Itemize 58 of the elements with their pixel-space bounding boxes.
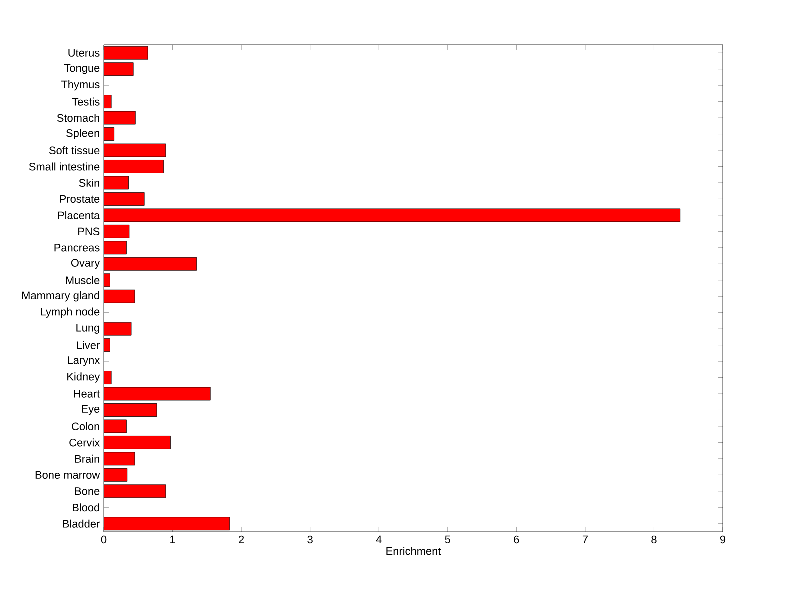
bar — [104, 290, 136, 304]
y-tick-label: Eye — [82, 405, 100, 416]
bar — [104, 241, 127, 255]
y-tick-label: Prostate — [60, 195, 100, 204]
y-tick-label: Muscle — [66, 276, 100, 284]
y-tick-label: Pancreas — [54, 244, 100, 252]
x-tick-label: 9 — [720, 536, 726, 544]
x-tick-label: 1 — [170, 536, 176, 544]
bar — [104, 111, 136, 125]
bar — [104, 208, 681, 222]
x-tick-label: 6 — [514, 536, 520, 544]
y-tick-label: Brain — [75, 454, 100, 463]
y-tick-label: Spleen — [66, 129, 100, 140]
y-tick-label: Stomach — [57, 114, 100, 122]
bar — [104, 224, 130, 238]
x-tick-label: 7 — [582, 536, 588, 544]
bar — [104, 436, 171, 450]
y-tick-label: Bone marrow — [36, 471, 100, 479]
bar — [104, 517, 230, 531]
y-tick-label: Skin — [79, 178, 100, 187]
y-tick-label: Bladder — [63, 520, 100, 528]
bar — [104, 160, 164, 174]
x-tick-label: 5 — [445, 536, 450, 544]
bar — [104, 46, 148, 60]
bar — [104, 144, 166, 158]
y-tick-label: Liver — [77, 341, 100, 350]
y-tick-label: Soft tissue — [49, 146, 100, 155]
bar — [104, 257, 198, 271]
bar — [104, 192, 145, 206]
y-tick-label: Lung — [76, 324, 100, 334]
y-tick-label: Placenta — [58, 211, 100, 220]
y-tick-label: Lymph node — [41, 308, 100, 318]
x-tick-label: 0 — [101, 536, 107, 544]
y-tick-label: Cervix — [70, 438, 100, 447]
y-tick-label: Mammary gland — [22, 292, 100, 302]
x-tick-label: 8 — [652, 536, 657, 544]
x-tick-label: 4 — [376, 536, 382, 544]
y-tick-label: Blood — [73, 504, 100, 512]
y-tick-label: Uterus — [68, 49, 100, 57]
y-tick-label: Thymus — [61, 80, 100, 91]
y-tick-label: Small intestine — [29, 162, 100, 171]
y-tick-label: Tongue — [64, 64, 100, 74]
y-tick-label: Kidney — [68, 372, 100, 383]
bar — [104, 387, 211, 401]
y-tick-label: Heart — [74, 390, 100, 398]
x-tick-label: 3 — [308, 536, 313, 544]
bar — [104, 62, 134, 76]
y-tick-label: Bone — [75, 488, 100, 496]
y-tick-label: Colon — [72, 422, 100, 430]
y-tick-label: Testis — [72, 98, 100, 106]
y-tick-label: Ovary — [71, 259, 100, 270]
bar — [104, 484, 166, 498]
y-tick-label: Larynx — [68, 356, 100, 366]
y-tick-label: PNS — [78, 228, 100, 236]
x-axis-title: Enrichment — [386, 547, 442, 556]
bar — [104, 404, 158, 417]
x-tick-label: 2 — [239, 536, 244, 544]
bar — [104, 468, 128, 482]
